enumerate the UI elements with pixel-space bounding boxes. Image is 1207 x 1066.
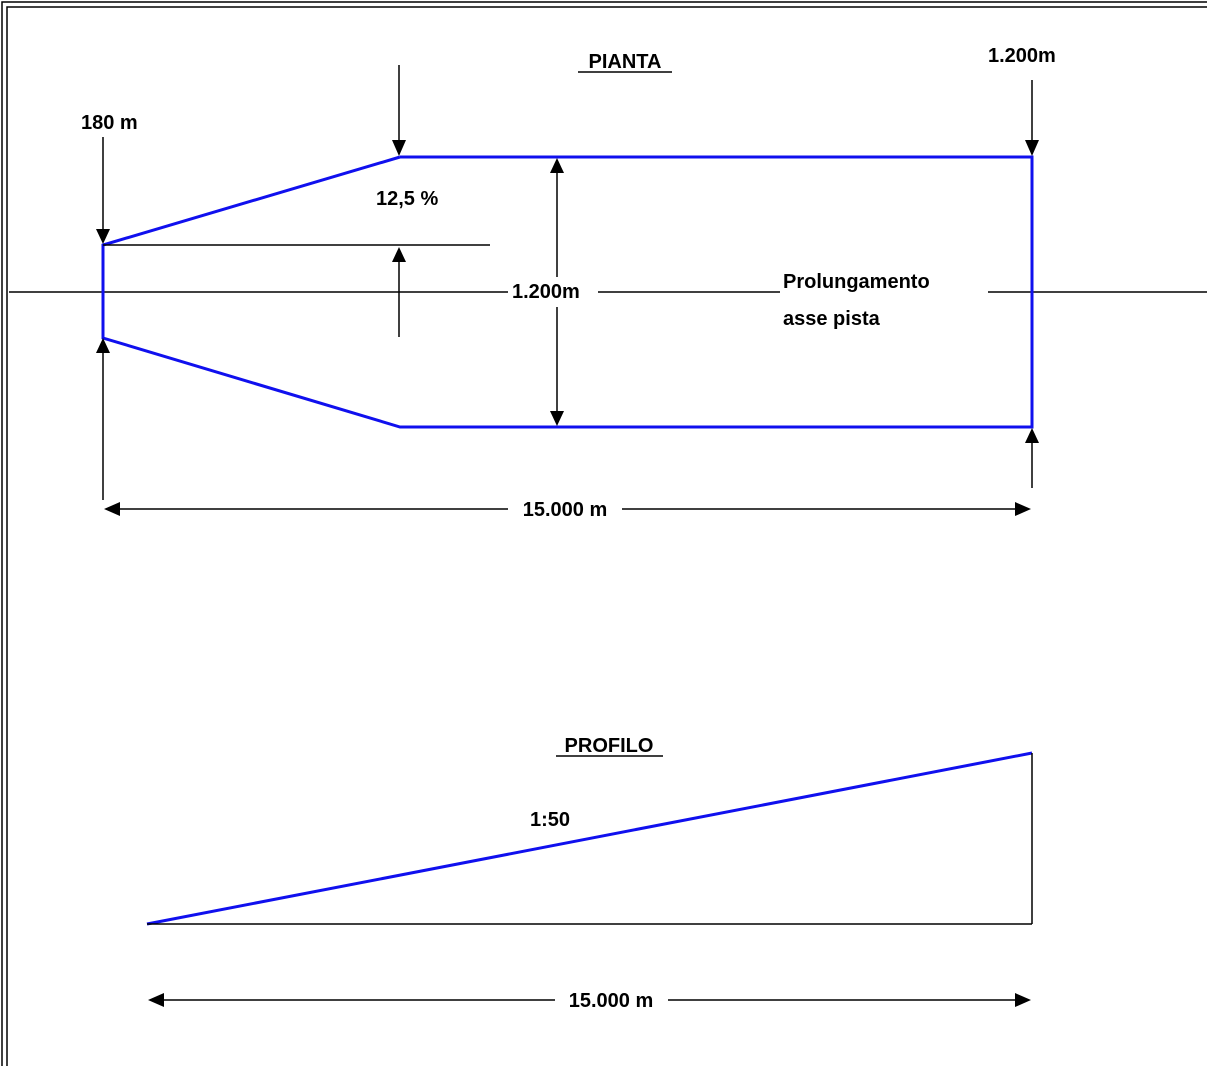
- inner-edge-width-label: 180 m: [81, 112, 138, 134]
- outer-edge-arrowhead-top: [1025, 140, 1039, 156]
- plan-view: PIANTA 180 m 1.200m 12,5 % 1.200m Prolun…: [9, 45, 1207, 521]
- inner-edge-arrowhead-top: [96, 229, 110, 244]
- mid-width-arrowhead-bottom: [550, 411, 564, 426]
- runway-axis-label-line1: Prolungamento: [783, 271, 930, 293]
- runway-axis-label-line2: asse pista: [783, 308, 881, 330]
- parallel-start-arrowhead: [392, 140, 406, 156]
- outer-edge-width-label: 1.200m: [988, 45, 1056, 67]
- profile-slope-line: [146, 751, 1033, 926]
- profile-length-arrowhead-right: [1015, 993, 1031, 1007]
- inner-edge-arrowhead-bottom: [96, 338, 110, 353]
- profile-slope-label: 1:50: [530, 809, 570, 831]
- profile-view: PROFILO 1:50 15.000 m: [146, 735, 1033, 1012]
- plan-length-label: 15.000 m: [523, 499, 608, 521]
- profile-length-label: 15.000 m: [569, 990, 654, 1012]
- divergence-label: 12,5 %: [376, 188, 438, 210]
- plan-length-arrowhead-right: [1015, 502, 1031, 516]
- mid-width-label: 1.200m: [512, 281, 580, 303]
- plan-title: PIANTA: [589, 51, 662, 73]
- profile-length-arrowhead-left: [148, 993, 164, 1007]
- divergence-offset-arrowhead: [392, 247, 406, 262]
- mid-width-arrowhead-top: [550, 158, 564, 173]
- outer-edge-arrowhead-bottom: [1025, 428, 1039, 443]
- profile-title: PROFILO: [565, 735, 654, 757]
- plan-length-arrowhead-left: [104, 502, 120, 516]
